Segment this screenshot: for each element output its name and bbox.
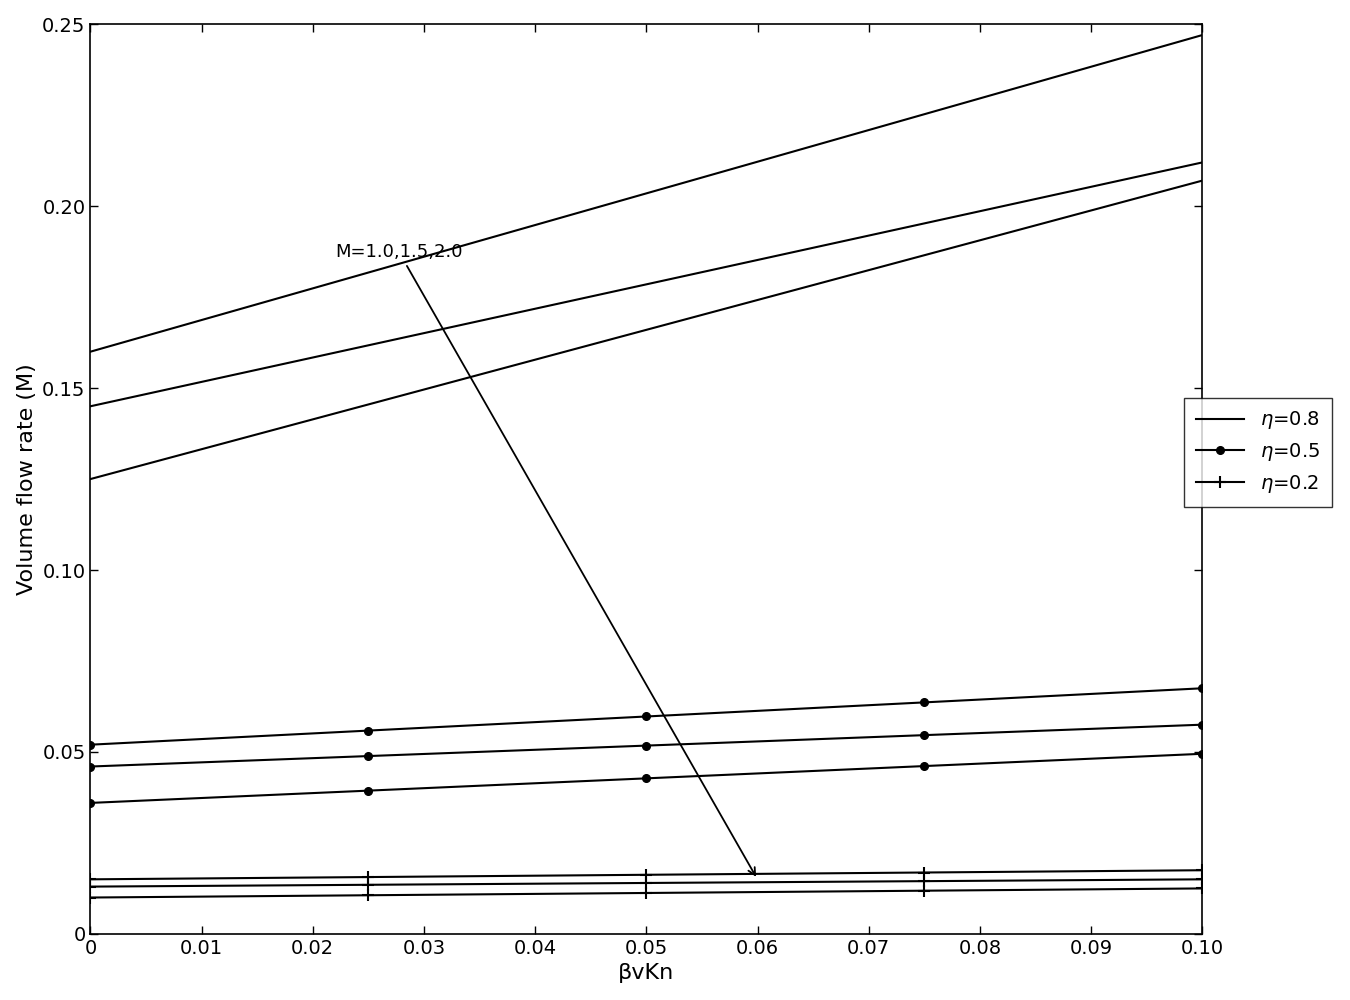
Legend: $\eta$=0.8, $\eta$=0.5, $\eta$=0.2: $\eta$=0.8, $\eta$=0.5, $\eta$=0.2: [1184, 398, 1331, 507]
Text: M=1.0,1.5,2.0: M=1.0,1.5,2.0: [335, 243, 755, 875]
X-axis label: βvKn: βvKn: [618, 963, 675, 983]
Y-axis label: Volume flow rate (M): Volume flow rate (M): [16, 363, 36, 595]
